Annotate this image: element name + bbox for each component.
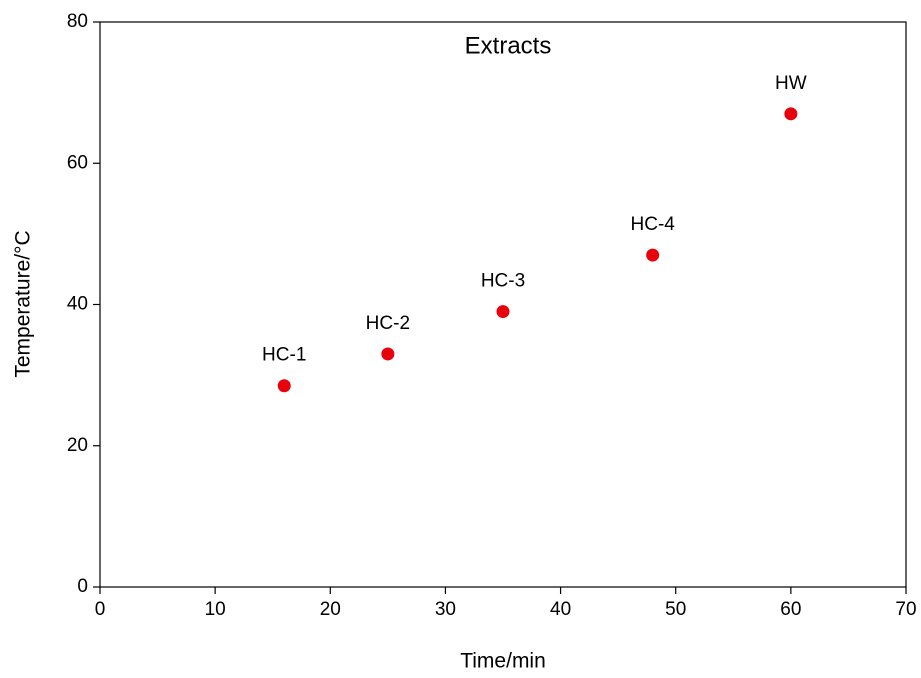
point xyxy=(784,107,798,121)
x-tick-label: 20 xyxy=(320,599,341,620)
chart-title: Extracts xyxy=(465,32,552,59)
x-tick-label: 60 xyxy=(780,599,801,620)
x-tick-label: 50 xyxy=(665,599,686,620)
y-tick-label: 0 xyxy=(77,576,88,597)
x-axis-label: Time/min xyxy=(460,650,546,673)
x-tick-label: 30 xyxy=(435,599,456,620)
x-tick-label: 10 xyxy=(205,599,226,620)
y-tick-label: 60 xyxy=(67,152,88,173)
y-tick-label: 40 xyxy=(67,294,88,315)
point-label: HW xyxy=(775,73,807,94)
point-label: HC-2 xyxy=(366,313,410,334)
x-tick-label: 70 xyxy=(895,599,916,620)
y-tick-label: 80 xyxy=(67,11,88,32)
point-label: HC-3 xyxy=(481,271,525,292)
point xyxy=(277,379,291,393)
plot-frame xyxy=(99,21,907,588)
point xyxy=(496,305,510,319)
y-axis-label: Temperature/°C xyxy=(12,230,35,377)
x-tick-label: 0 xyxy=(95,599,106,620)
point-label: HC-4 xyxy=(631,214,676,235)
point xyxy=(646,248,660,262)
point-label: HC-1 xyxy=(262,345,306,366)
y-tick-label: 20 xyxy=(67,435,88,456)
x-tick-label: 40 xyxy=(550,599,571,620)
point xyxy=(381,347,395,361)
